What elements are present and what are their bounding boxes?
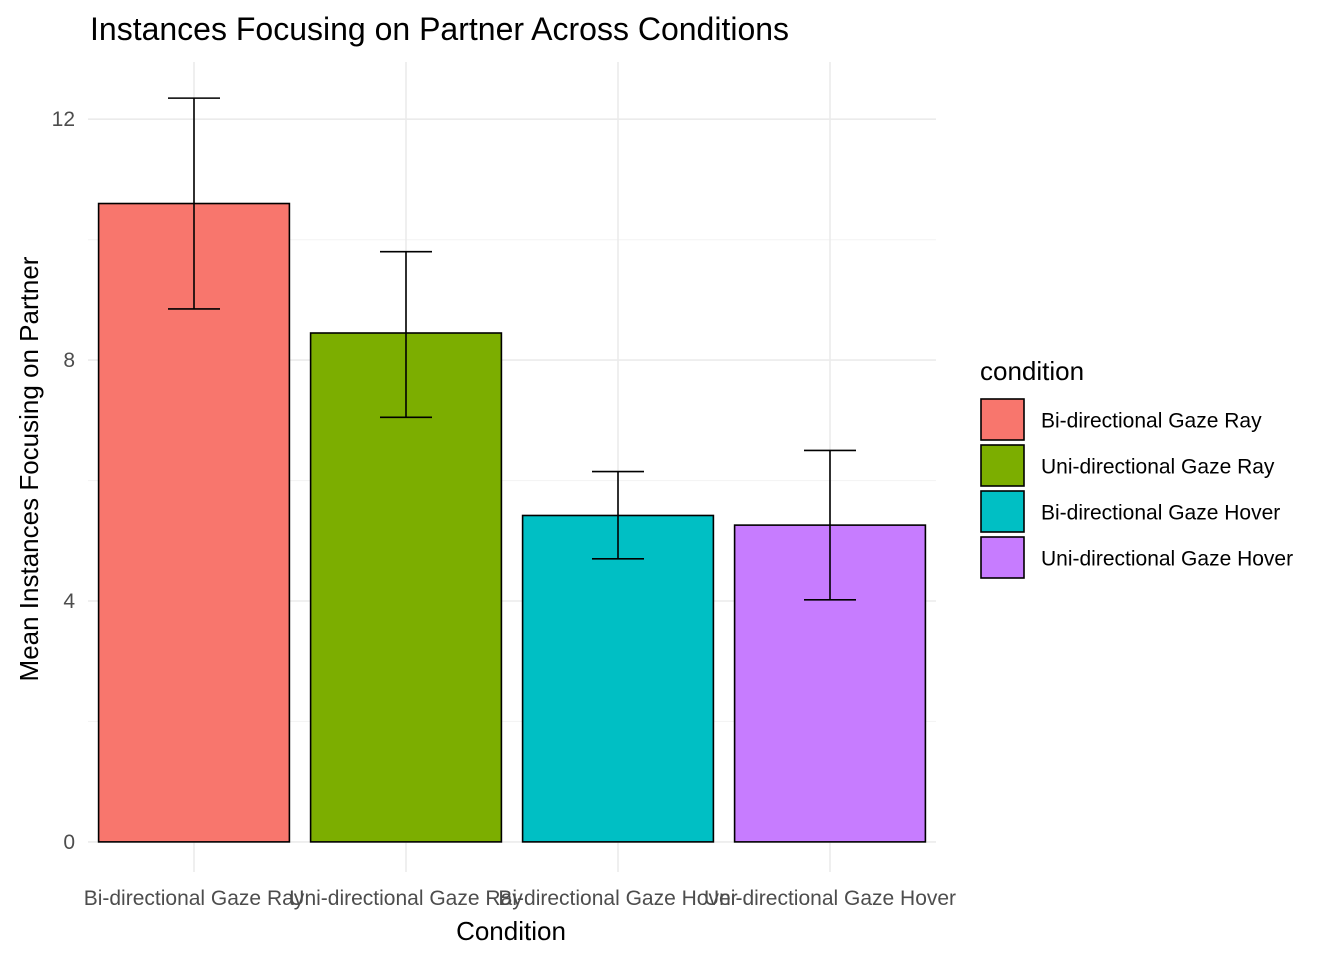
legend-key bbox=[980, 398, 1025, 441]
plot-bars bbox=[97, 202, 927, 843]
legend-label: Uni-directional Gaze Hover bbox=[1041, 548, 1293, 571]
chart-title: Instances Focusing on Partner Across Con… bbox=[90, 11, 789, 47]
legend-label: Uni-directional Gaze Ray bbox=[1041, 456, 1275, 479]
bar bbox=[521, 514, 715, 843]
x-tick-label: Uni-directional Gaze Hover bbox=[704, 887, 956, 910]
legend: condition Bi-directional Gaze Ray Uni-dir… bbox=[980, 356, 1293, 579]
x-tick-label: Uni-directional Gaze Ray bbox=[289, 887, 523, 910]
legend-label: Bi-directional Gaze Ray bbox=[1041, 410, 1262, 433]
y-tick-label: 8 bbox=[63, 349, 75, 372]
bar bbox=[97, 202, 291, 843]
legend-key bbox=[980, 490, 1025, 533]
legend-key bbox=[980, 536, 1025, 579]
y-tick-label: 0 bbox=[63, 831, 75, 854]
y-axis-title: Mean Instances Focusing on Partner bbox=[14, 256, 44, 681]
legend-key bbox=[980, 444, 1025, 487]
y-tick-label: 4 bbox=[63, 590, 75, 613]
legend-title: condition bbox=[980, 356, 1084, 386]
x-axis-title: Condition bbox=[456, 916, 566, 946]
y-axis: 0 4 8 12 bbox=[52, 108, 76, 854]
x-tick-label: Bi-directional Gaze Ray bbox=[84, 887, 305, 910]
plot-error-bars bbox=[168, 97, 856, 601]
legend-label: Bi-directional Gaze Hover bbox=[1041, 502, 1280, 525]
y-tick-label: 12 bbox=[52, 108, 75, 131]
x-tick-label: Bi-directional Gaze Hover bbox=[498, 887, 737, 910]
